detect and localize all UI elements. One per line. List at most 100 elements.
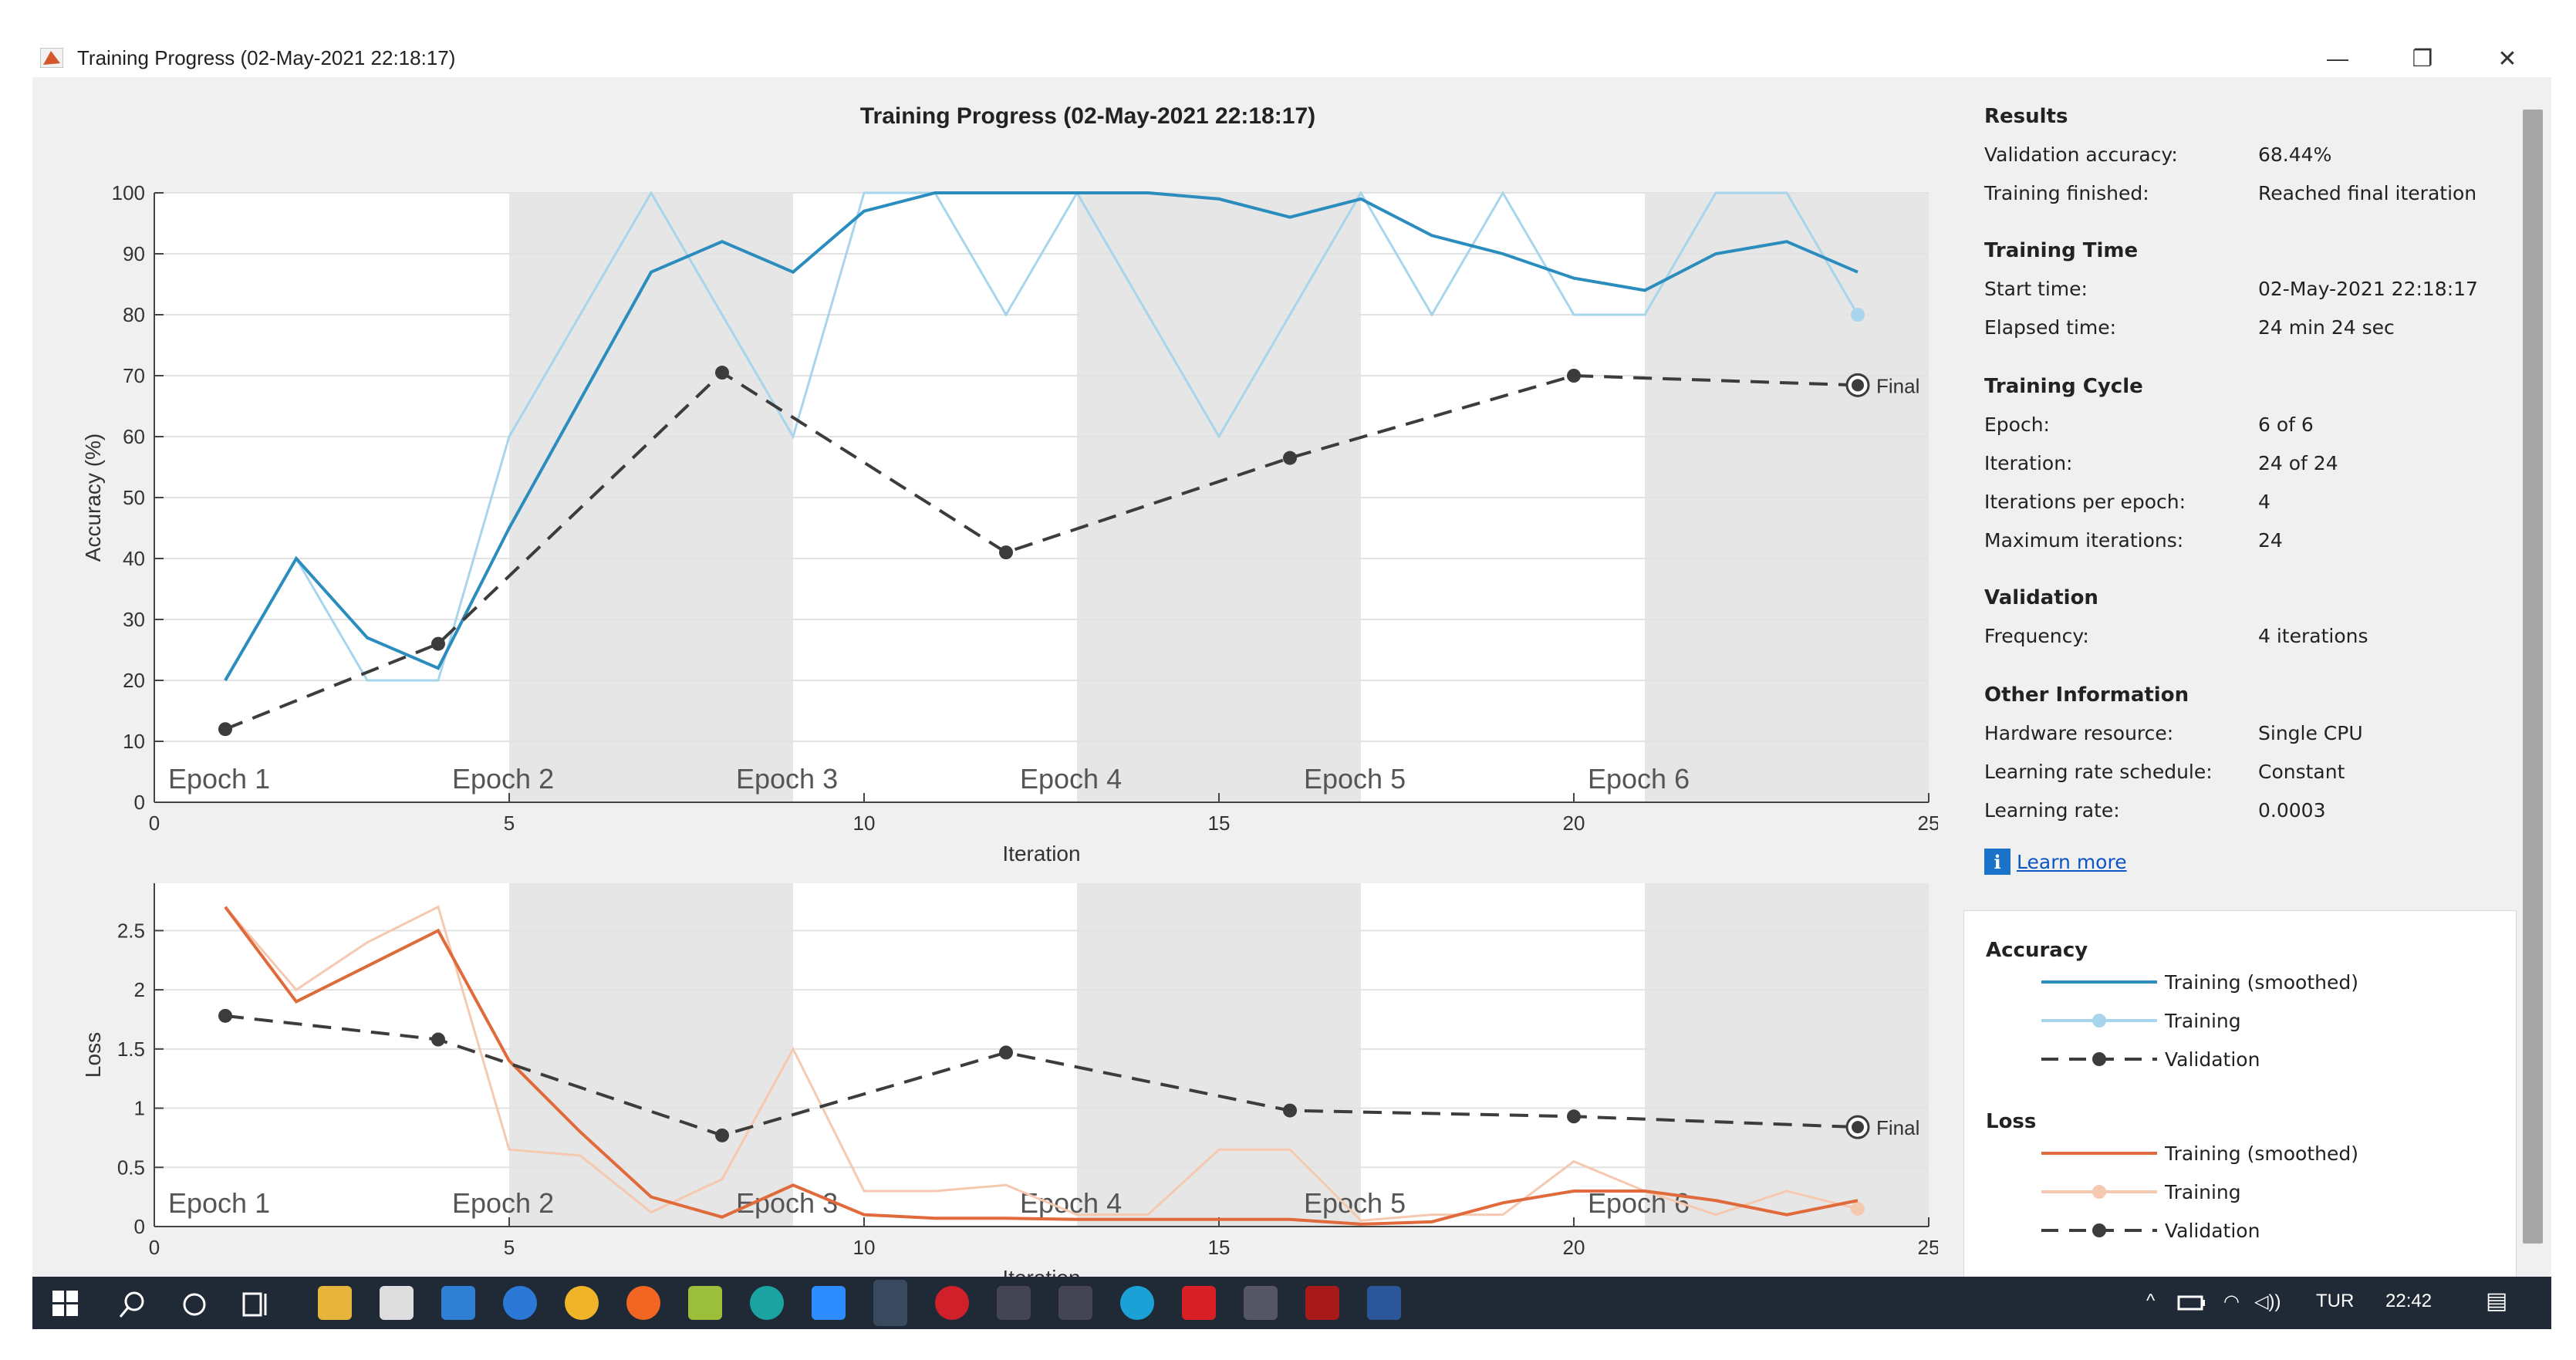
- accuracy-ytick-label-3: 30: [123, 608, 145, 631]
- task-view-icon[interactable]: [241, 1289, 272, 1320]
- window-title: Training Progress (02-May-2021 22:18:17): [77, 46, 456, 69]
- accuracy-epoch-label-4: Epoch 4: [1020, 763, 1122, 795]
- volume-icon[interactable]: ◁)): [2254, 1291, 2281, 1312]
- scrollbar-thumb[interactable]: [2523, 110, 2543, 1244]
- accuracy-xtick-label-3: 15: [1208, 812, 1231, 835]
- info-panel: Results Validation accuracy: 68.44% Trai…: [1961, 77, 2532, 1277]
- restore-button[interactable]: ❐: [2399, 37, 2446, 80]
- loss-epoch-label-2: Epoch 2: [452, 1187, 554, 1219]
- legend-accuracy-swatches: [2041, 980, 2157, 1066]
- notification-icon[interactable]: ▤: [2486, 1288, 2508, 1314]
- training-plots: Epoch 1 Epoch 2 Epoch 3 Epoch 4 Epoch 5 Epoch…: [81, 103, 1938, 1277]
- windows-start-icon[interactable]: [52, 1291, 79, 1317]
- edge-legacy-icon[interactable]: [503, 1286, 537, 1320]
- zoom-icon[interactable]: [812, 1286, 846, 1320]
- store-icon[interactable]: [380, 1286, 414, 1320]
- opera-icon[interactable]: [935, 1286, 969, 1320]
- loss-training-smoothed-line: [224, 906, 1859, 1226]
- learning-rate-value: 0.0003: [2258, 799, 2326, 822]
- accuracy-xtick-label-5: 25: [1918, 812, 1938, 835]
- loss-epoch-shade-2: [509, 883, 793, 1227]
- app-icon-3[interactable]: [1305, 1286, 1339, 1320]
- wifi-icon[interactable]: ◠: [2223, 1291, 2240, 1312]
- firefox-icon[interactable]: [626, 1286, 660, 1320]
- app-icon-2[interactable]: [1244, 1286, 1278, 1320]
- battery-icon[interactable]: [2177, 1292, 2208, 1315]
- iterations-per-epoch-value: 4: [2258, 491, 2270, 513]
- close-button[interactable]: ✕: [2484, 37, 2530, 80]
- accuracy-xtick-label-0: 0: [149, 812, 160, 835]
- loss-validation-point-2: [715, 1128, 729, 1142]
- tia-portal-icon[interactable]: [997, 1286, 1031, 1320]
- epoch-label: Epoch:: [1984, 413, 2050, 436]
- loss-validation-point-3: [999, 1045, 1013, 1060]
- title-bar: Training Progress (02-May-2021 22:18:17)…: [0, 0, 2576, 77]
- accuracy-ytick-label-10: 100: [112, 181, 145, 204]
- language-indicator[interactable]: TUR: [2316, 1291, 2355, 1311]
- matlab-taskbar-icon[interactable]: [873, 1280, 907, 1326]
- loss-plot-area: [154, 883, 1929, 1227]
- accuracy-xtick-label-4: 20: [1563, 812, 1585, 835]
- accuracy-chart-title: Training Progress (02-May-2021 22:18:17): [860, 103, 1315, 129]
- accuracy-validation-point-4: [1283, 451, 1297, 465]
- accuracy-epoch-label-6: Epoch 6: [1588, 763, 1690, 795]
- clock[interactable]: 22:42: [2385, 1291, 2433, 1311]
- matlab-icon: [40, 48, 63, 68]
- word-icon[interactable]: [1367, 1286, 1401, 1320]
- frequency-value: 4 iterations: [2258, 625, 2368, 647]
- frequency-label: Frequency:: [1984, 625, 2089, 647]
- edge-icon[interactable]: [1120, 1286, 1154, 1320]
- tray-overflow-icon[interactable]: ^: [2146, 1291, 2156, 1311]
- legend-loss-validation: Validation: [2165, 1220, 2260, 1242]
- figure-content: Epoch 1 Epoch 2 Epoch 3 Epoch 4 Epoch 5 Epoch…: [32, 77, 2551, 1278]
- start-time-label: Start time:: [1984, 278, 2088, 300]
- legend-loss-heading: Loss: [1986, 1110, 2037, 1133]
- training-finished-value: Reached final iteration: [2258, 182, 2477, 204]
- minimize-button[interactable]: —: [2314, 37, 2361, 80]
- arduino-icon[interactable]: [750, 1286, 784, 1320]
- chrome-icon[interactable]: [565, 1286, 599, 1320]
- acrobat-icon[interactable]: [1182, 1286, 1216, 1320]
- loss-training-line: [224, 905, 1859, 1222]
- legend-loss-smoothed: Training (smoothed): [2165, 1142, 2358, 1165]
- accuracy-ytick-label-9: 90: [123, 242, 145, 265]
- accuracy-training-line: [224, 191, 1859, 682]
- learn-more-link[interactable]: Learn more: [2017, 851, 2127, 873]
- accuracy-xlabel: Iteration: [1002, 842, 1080, 866]
- accuracy-ytick-label-1: 10: [123, 730, 145, 753]
- hardware-resource-value: Single CPU: [2258, 722, 2363, 744]
- accuracy-epoch-label-1: Epoch 1: [168, 763, 270, 795]
- loss-xtick-label-0: 0: [149, 1236, 160, 1259]
- accuracy-epoch-label-5: Epoch 5: [1304, 763, 1406, 795]
- loss-validation-point-1: [431, 1032, 445, 1047]
- loss-final-label: Final: [1876, 1116, 1919, 1139]
- learning-rate-label: Learning rate:: [1984, 799, 2120, 822]
- loss-xtick-label-1: 5: [504, 1236, 515, 1259]
- loss-xtick-label-4: 20: [1563, 1236, 1585, 1259]
- app-icon-1[interactable]: [688, 1286, 722, 1320]
- accuracy-ytick-label-4: 40: [123, 547, 145, 570]
- accuracy-final-label: Final: [1876, 374, 1919, 397]
- validation-heading: Validation: [1984, 586, 2098, 609]
- accuracy-validation-point-6: [1852, 379, 1864, 392]
- maximum-iterations-value: 24: [2258, 529, 2283, 552]
- accuracy-validation-point-0: [218, 722, 232, 737]
- restore-icon: ❐: [2412, 46, 2433, 72]
- accuracy-validation-point-5: [1567, 369, 1581, 383]
- loss-ytick-label-1: 0.5: [117, 1156, 145, 1179]
- mail-icon[interactable]: [441, 1286, 475, 1320]
- loss-xlabel: Iteration: [1002, 1266, 1080, 1277]
- hardware-resource-label: Hardware resource:: [1984, 722, 2174, 744]
- legend-acc-smoothed: Training (smoothed): [2165, 971, 2358, 994]
- accuracy-ytick-label-0: 0: [134, 791, 145, 814]
- file-explorer-icon[interactable]: [318, 1286, 352, 1320]
- epoch-value: 6 of 6: [2258, 413, 2314, 436]
- cortana-icon[interactable]: [179, 1289, 210, 1320]
- validation-accuracy-value: 68.44%: [2258, 143, 2332, 166]
- search-icon[interactable]: [117, 1289, 148, 1320]
- accuracy-validation-point-3: [999, 545, 1013, 560]
- svg-text:i: i: [1994, 851, 2000, 873]
- training-cycle-heading: Training Cycle: [1984, 375, 2143, 398]
- loss-xtick-label-2: 10: [853, 1236, 876, 1259]
- plcsim-icon[interactable]: [1058, 1286, 1092, 1320]
